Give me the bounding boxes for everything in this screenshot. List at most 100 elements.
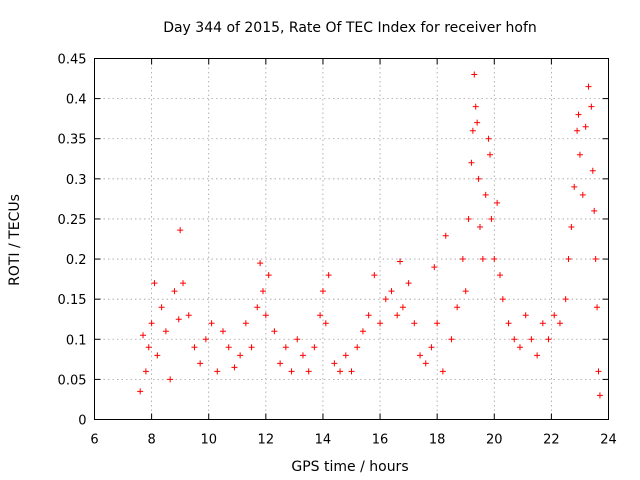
data-point [382,296,389,303]
data-point [545,336,552,343]
data-point [431,264,438,271]
data-point [582,123,589,130]
data-point [148,320,155,327]
data-points [137,71,603,399]
data-point [185,312,192,319]
data-point [271,328,278,335]
plot-frame [94,58,609,420]
data-point [585,83,592,90]
data-point [589,167,596,174]
data-point [365,312,372,319]
data-point [428,344,435,351]
data-point [145,344,152,351]
data-point [471,71,478,78]
data-point [151,280,158,287]
data-point [417,352,424,359]
x-tick-label: 12 [258,433,275,448]
data-point [511,336,518,343]
data-point [242,320,249,327]
data-point [592,256,599,263]
data-point [154,352,161,359]
data-point [322,320,329,327]
data-point [208,320,215,327]
data-point [496,272,503,279]
x-axis-label: GPS time / hours [291,459,408,475]
y-tick-label: 0.45 [58,53,87,68]
data-point [180,280,187,287]
data-point [465,215,472,222]
data-point [454,304,461,311]
data-point [591,207,598,214]
data-point [422,360,429,367]
x-tick-label: 24 [600,433,617,448]
chart-title: Day 344 of 2015, Rate Of TEC Index for r… [163,20,537,36]
data-point [231,364,238,371]
data-point [459,256,466,263]
data-point [282,344,289,351]
data-point [491,256,498,263]
data-point [516,344,523,351]
data-point [167,376,174,383]
data-point [442,232,449,239]
data-point [354,344,361,351]
data-point [377,320,384,327]
data-point [539,320,546,327]
data-point [568,223,575,230]
data-point [202,336,209,343]
x-tick-label: 22 [543,433,560,448]
data-point [177,227,184,234]
data-point [257,260,264,267]
y-tick-label: 0.25 [58,213,87,228]
data-point [556,320,563,327]
data-point [499,296,506,303]
y-tick-label: 0.05 [58,373,87,388]
data-point [522,312,529,319]
data-point [475,175,482,182]
data-point [305,368,312,375]
data-point [439,368,446,375]
data-point [288,368,295,375]
data-point [411,320,418,327]
data-point [142,368,149,375]
data-point [394,312,401,319]
data-point [472,103,479,110]
data-point [337,368,344,375]
grid-lines [94,58,609,420]
data-point [162,328,169,335]
data-point [254,304,261,311]
data-point [359,328,366,335]
y-tick-label: 0.2 [66,253,87,268]
data-point [434,320,441,327]
data-point [576,151,583,158]
data-point [405,280,412,287]
data-point [528,336,535,343]
data-point [448,336,455,343]
data-point [468,159,475,166]
data-point [158,304,165,311]
data-point [388,288,395,295]
data-point [311,344,318,351]
data-point [534,352,541,359]
data-point [562,296,569,303]
data-point [565,256,572,263]
x-tick-label: 18 [429,433,446,448]
data-point [574,127,581,134]
y-tick-label: 0 [78,414,86,429]
axis-ticks [94,58,609,420]
data-point [342,352,349,359]
y-tick-labels: 0 0.05 0.1 0.15 0.2 0.25 0.3 0.35 0.4 0.45 [58,53,87,429]
data-point [220,328,226,335]
data-point [551,312,558,319]
x-tick-label: 16 [372,433,389,448]
y-tick-label: 0.3 [66,173,87,188]
data-point [588,103,595,110]
data-point [137,388,144,395]
data-point [462,288,469,295]
data-point [248,344,255,351]
data-point [277,360,284,367]
x-tick-label: 6 [90,433,98,448]
data-point [140,332,147,339]
data-point [474,119,481,126]
data-point [294,336,301,343]
